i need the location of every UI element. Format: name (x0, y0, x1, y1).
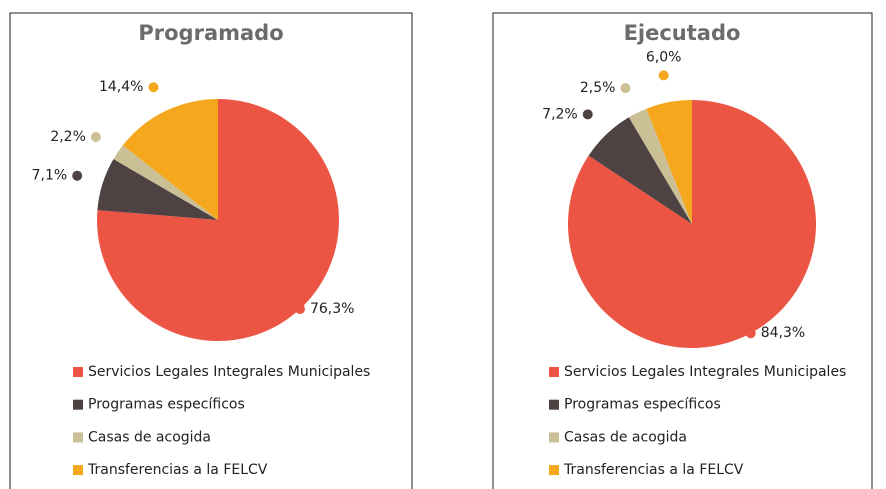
pie-slice (97, 159, 218, 220)
legend-swatch (73, 465, 83, 476)
data-label: 2,2% (50, 129, 86, 145)
legend-label: Servicios Legales Integrales Municipales (88, 364, 370, 380)
legend-swatch (549, 432, 559, 443)
legend-swatch (73, 399, 83, 410)
legend-swatch (549, 399, 559, 410)
pie-slice (646, 100, 692, 224)
data-label: 76,3% (310, 301, 354, 317)
label-dot (745, 328, 756, 339)
legend-label: Programas específicos (88, 397, 245, 413)
legend-label: Servicios Legales Integrales Municipales (564, 364, 846, 380)
data-label: 7,2% (542, 106, 578, 122)
legend-swatch (549, 367, 559, 377)
pie-slice (588, 117, 692, 224)
panel-frame (9, 12, 413, 489)
legend-swatch (73, 432, 83, 443)
pie-slice (97, 99, 339, 341)
data-label: 6,0% (646, 49, 682, 65)
chart-title: Programado (138, 21, 283, 45)
label-dot (582, 109, 593, 120)
chart-title: Ejecutado (624, 21, 741, 45)
legend-label: Transferencias a la FELCV (563, 462, 744, 478)
label-dot (90, 132, 101, 143)
legend-label: Casas de acogida (88, 429, 211, 445)
legend-label: Programas específicos (564, 397, 721, 413)
legend-label: Casas de acogida (564, 429, 687, 445)
legend-swatch (549, 465, 559, 476)
pie-slice (113, 145, 218, 220)
label-dot (294, 303, 305, 314)
data-label: 2,5% (580, 80, 616, 96)
legend-label: Transferencias a la FELCV (87, 462, 268, 478)
data-label: 84,3% (761, 325, 805, 341)
label-dot (658, 70, 669, 81)
label-dot (72, 170, 83, 181)
label-dot (620, 83, 631, 94)
data-label: 7,1% (32, 168, 68, 184)
legend-swatch (73, 367, 83, 377)
panel-frame (492, 12, 873, 489)
data-label: 14,4% (99, 79, 143, 95)
pie-slice (122, 99, 218, 220)
label-dot (148, 82, 159, 93)
pie-slice (628, 108, 692, 224)
